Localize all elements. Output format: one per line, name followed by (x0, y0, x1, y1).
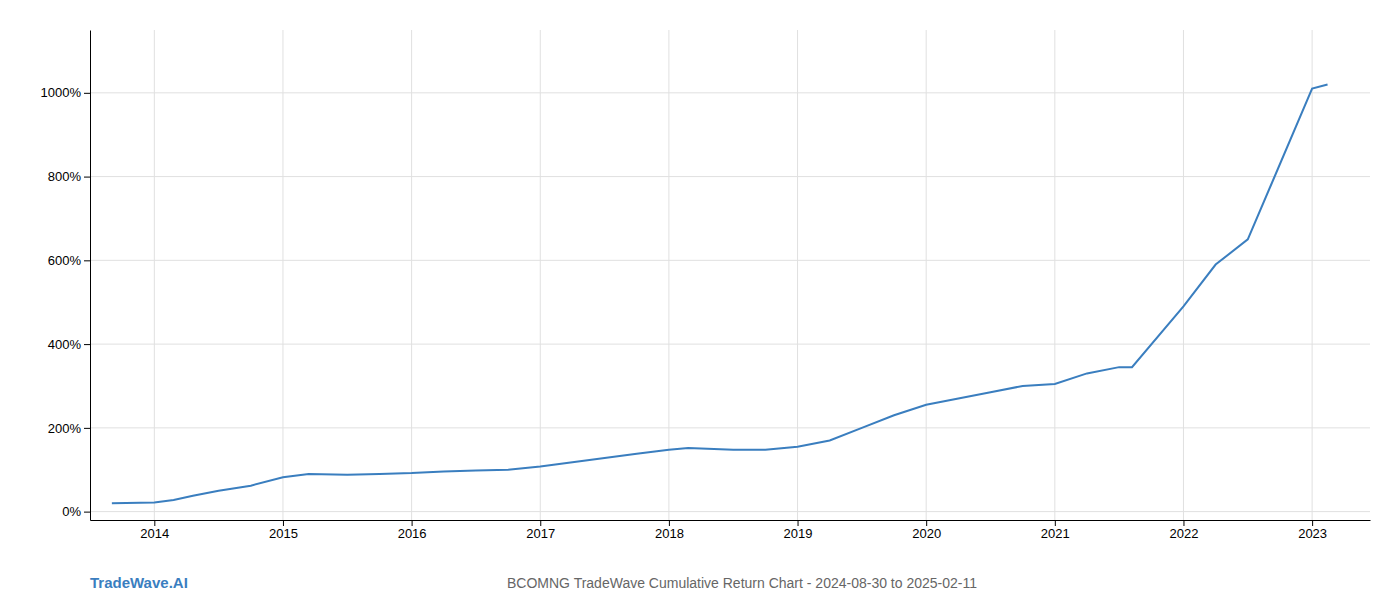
x-tick-label: 2023 (1298, 526, 1327, 541)
x-tick-label: 2014 (140, 526, 169, 541)
y-tick-label: 600% (48, 253, 82, 268)
grid-line-x (1183, 30, 1184, 520)
x-tick-mark (1312, 520, 1313, 526)
plot-area: 2014 2015 2016 2017 2018 2019 2020 2021 2022 2023… (41, 30, 1371, 541)
grid-line-x (411, 30, 412, 520)
y-tick-mark (84, 177, 90, 178)
y-tick-label: 0% (62, 504, 81, 519)
grid-line-x (282, 30, 283, 520)
grid-line-x (1312, 30, 1313, 520)
y-tick: 600% (48, 253, 90, 268)
line (112, 84, 1328, 503)
grid-line-y (90, 260, 1370, 261)
x-tick-label: 2019 (784, 526, 813, 541)
x-tick: 2018 (655, 520, 684, 541)
x-tick-label: 2017 (526, 526, 555, 541)
grid-line-x (1054, 30, 1055, 520)
y-tick-label: 400% (48, 337, 82, 352)
y-tick-mark (84, 93, 90, 94)
chart-svg: 2014 2015 2016 2017 2018 2019 2020 2021 2022 2023… (0, 0, 1400, 600)
grid-line-y (90, 176, 1370, 177)
y-tick-mark (84, 428, 90, 429)
x-tick-mark (1183, 520, 1184, 526)
x-tick: 2021 (1041, 520, 1070, 541)
y-axis-line (90, 31, 91, 521)
x-tick-label: 2018 (655, 526, 684, 541)
watermark: TradeWave.AI (90, 574, 188, 591)
grid-line-x (668, 30, 669, 520)
x-tick-mark (926, 520, 927, 526)
x-tick: 2022 (1170, 520, 1199, 541)
x-tick-mark (540, 520, 541, 526)
x-tick: 2017 (526, 520, 555, 541)
y-tick: 800% (48, 169, 90, 184)
title: BCOMNG TradeWave Cumulative Return Chart… (507, 575, 977, 591)
x-tick: 2023 (1298, 520, 1327, 541)
grid-line-y (90, 511, 1370, 512)
y-tick-label: 200% (48, 421, 82, 436)
y-tick: 400% (48, 337, 90, 352)
grid-line-y (90, 427, 1370, 428)
x-tick-label: 2020 (912, 526, 941, 541)
y-tick-mark (84, 260, 90, 261)
x-tick: 2014 (140, 520, 169, 541)
grid-line-x (926, 30, 927, 520)
y-tick: 0% (62, 504, 90, 519)
marks (112, 84, 1328, 503)
x-tick-label: 2015 (269, 526, 298, 541)
y-tick: 200% (48, 421, 90, 436)
x-tick-mark (669, 520, 670, 526)
x-tick-label: 2016 (398, 526, 427, 541)
x-tick-label: 2021 (1041, 526, 1070, 541)
x-tick-label: 2022 (1170, 526, 1199, 541)
x-axis: 2014 2015 2016 2017 2018 2019 2020 2021 2022 2023 (91, 520, 1371, 541)
x-tick-mark (412, 520, 413, 526)
grid-line-y (90, 344, 1370, 345)
y-axis: 0% 200% 400% 600% 800% 1000% (41, 31, 91, 521)
x-tick: 2015 (269, 520, 298, 541)
x-tick-mark (798, 520, 799, 526)
y-tick-label: 1000% (41, 85, 82, 100)
x-axis-line (91, 520, 1371, 521)
x-tick-mark (1055, 520, 1056, 526)
y-tick-mark (84, 344, 90, 345)
y-tick-mark (84, 512, 90, 513)
y-tick-label: 800% (48, 169, 82, 184)
grid-line-x (540, 30, 541, 520)
grid-line-x (154, 30, 155, 520)
x-tick: 2019 (784, 520, 813, 541)
x-tick-mark (283, 520, 284, 526)
y-tick: 1000% (41, 85, 90, 100)
grid-line-y (90, 92, 1370, 93)
grid (90, 30, 1370, 520)
x-tick: 2016 (398, 520, 427, 541)
x-tick-mark (154, 520, 155, 526)
x-tick: 2020 (912, 520, 941, 541)
